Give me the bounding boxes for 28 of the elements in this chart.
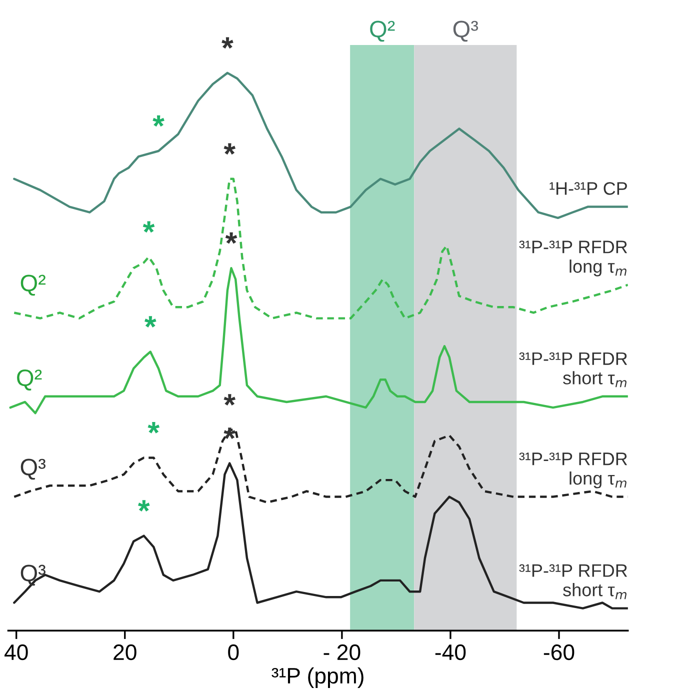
annotation: *	[224, 428, 236, 439]
annotation: Q²	[20, 274, 46, 296]
x-tick-label: -40	[435, 644, 466, 660]
x-tick-label: -60	[544, 644, 574, 660]
series-label: ¹H-³¹P CP	[550, 182, 627, 195]
band-label: Q²	[370, 20, 395, 42]
band-label: Q³	[453, 20, 478, 42]
series-label: ³¹P-³¹P RFDR short τ$_{m}$	[519, 564, 628, 600]
x-tick-label: 20	[114, 644, 136, 660]
series-label: ³¹P-³¹P RFDR short τ$_{m}$	[519, 352, 628, 388]
annotation: Q³	[20, 564, 46, 586]
x-axis-title: ³¹P (ppm)	[272, 667, 364, 688]
annotation: *	[138, 500, 150, 512]
series-label: ³¹P-³¹P RFDR long τ$_{m}$	[519, 452, 628, 488]
series-label: ³¹P-³¹P RFDR long τ$_{m}$	[519, 240, 628, 276]
annotation: *	[148, 422, 160, 434]
x-tick-label: 40	[4, 644, 28, 660]
annotation: *	[222, 37, 234, 49]
annotation: *	[142, 221, 155, 233]
annotation: Q³	[20, 458, 46, 480]
annotation: *	[225, 232, 238, 244]
annotation: *	[152, 115, 164, 127]
x-tick-label: 0	[228, 644, 239, 660]
annotation: *	[144, 316, 156, 328]
annotation: *	[224, 143, 236, 155]
annotation: Q²	[17, 369, 42, 390]
x-tick-label: - 20	[324, 644, 360, 660]
annotation: *	[224, 394, 236, 406]
